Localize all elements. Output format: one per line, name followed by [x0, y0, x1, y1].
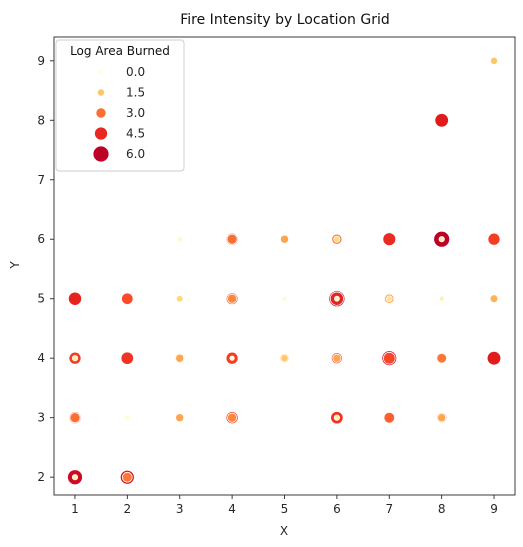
data-point [333, 414, 340, 421]
data-point [434, 113, 449, 128]
y-tick-label: 8 [37, 113, 45, 127]
data-point [332, 353, 342, 363]
data-point [437, 413, 447, 423]
legend: Log Area Burned 0.0 1.5 3.0 4.5 6.0 [55, 39, 185, 172]
data-point [71, 355, 79, 362]
legend-marker [95, 107, 107, 119]
data-point [227, 293, 238, 304]
y-tick-label: 2 [37, 470, 45, 484]
x-tick-label: 2 [124, 502, 132, 516]
data-point [438, 236, 445, 243]
data-point [229, 355, 235, 361]
legend-label: 3.0 [126, 106, 145, 120]
legend-entries: 0.0 1.5 3.0 4.5 6.0 [92, 65, 145, 163]
data-point [71, 474, 79, 481]
data-point [121, 292, 134, 305]
x-tick-label: 3 [176, 502, 184, 516]
data-point [334, 295, 340, 302]
data-point [175, 353, 185, 363]
data-point [438, 295, 445, 302]
y-tick-label: 9 [37, 54, 45, 68]
x-tick-label: 4 [228, 502, 236, 516]
data-point [121, 471, 133, 483]
data-point [489, 294, 499, 304]
x-tick-label: 7 [385, 502, 393, 516]
y-tick-label: 6 [37, 232, 45, 246]
data-point [227, 412, 238, 423]
data-point [176, 236, 183, 242]
data-point [69, 412, 81, 424]
data-point [487, 232, 501, 246]
data-point [67, 291, 83, 306]
legend-title: Log Area Burned [70, 44, 170, 58]
data-point [333, 235, 341, 243]
x-axis-label: X [280, 524, 288, 538]
y-tick-label: 5 [37, 292, 45, 306]
y-axis: 2 3 4 5 6 7 8 9 [37, 54, 54, 484]
legend-marker [98, 69, 104, 75]
data-point [489, 56, 499, 65]
y-tick-label: 7 [37, 173, 45, 187]
data-point [382, 232, 397, 247]
chart-title: Fire Intensity by Location Grid [180, 12, 390, 28]
data-point [279, 234, 290, 244]
data-point [436, 352, 448, 364]
x-tick-label: 8 [438, 502, 446, 516]
data-point [124, 415, 130, 421]
legend-label: 1.5 [126, 86, 145, 100]
data-point [175, 413, 185, 423]
y-tick-label: 4 [37, 351, 45, 365]
data-point [226, 233, 238, 245]
data-point [383, 351, 396, 365]
points-layer [67, 56, 502, 486]
data-point [383, 411, 396, 424]
legend-marker [94, 126, 108, 141]
x-tick-label: 5 [281, 502, 289, 516]
data-point [385, 295, 393, 303]
legend-label: 4.5 [126, 127, 145, 141]
data-point [281, 296, 288, 302]
data-point [280, 354, 289, 363]
x-tick-label: 9 [490, 502, 498, 516]
legend-label: 0.0 [126, 65, 145, 79]
x-tick-label: 6 [333, 502, 341, 516]
y-tick-label: 3 [37, 411, 45, 425]
x-tick-label: 1 [71, 502, 79, 516]
legend-marker [92, 145, 110, 163]
legend-marker [96, 88, 106, 97]
legend-label: 6.0 [126, 147, 145, 161]
data-point [120, 351, 134, 365]
x-axis: 1 2 3 4 5 6 7 8 9 [71, 495, 498, 516]
data-point [175, 294, 184, 303]
y-axis-label: Y [8, 261, 22, 270]
data-point [486, 350, 502, 366]
legend-box [55, 39, 185, 172]
